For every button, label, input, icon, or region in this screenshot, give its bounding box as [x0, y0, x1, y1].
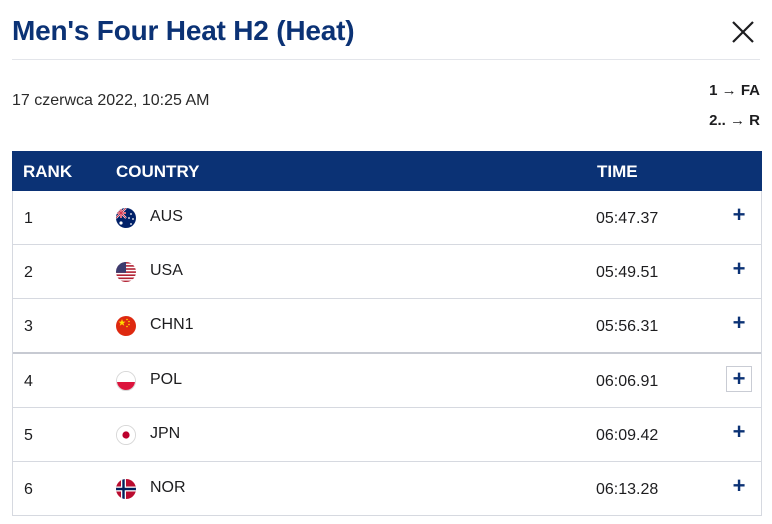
usa-flag-icon [116, 262, 136, 282]
expand-row-button[interactable]: + [726, 366, 752, 392]
table-row: 3 CHN1 05:56.31 + [13, 299, 761, 354]
rank-cell: 3 [24, 318, 33, 335]
rank-cell: 1 [24, 210, 33, 227]
china-flag-icon [116, 316, 136, 336]
progression-legend: 1 → FA 2.. → R [709, 76, 760, 136]
expand-row-button[interactable]: + [732, 202, 746, 227]
column-header-rank: RANK [23, 162, 73, 181]
rank-cell: 6 [24, 481, 33, 498]
table-row: 2 USA 05:49.51 + [13, 245, 761, 299]
rank-cell: 5 [24, 427, 33, 444]
close-button[interactable] [728, 17, 758, 47]
time-cell: 06:09.42 [596, 427, 659, 444]
australia-flag-icon [116, 208, 136, 228]
expand-row-button[interactable]: + [732, 256, 746, 281]
progression-rule: 1 → FA [709, 82, 760, 99]
poland-flag-icon [116, 371, 136, 391]
time-cell: 06:06.91 [596, 373, 659, 390]
country-cell: POL [150, 371, 183, 388]
table-row: 6 NOR 06:13.28 + [13, 462, 761, 516]
expand-row-button[interactable]: + [732, 419, 746, 444]
progression-rule: 2.. → R [709, 112, 760, 129]
rank-cell: 2 [24, 264, 33, 281]
japan-flag-icon [116, 425, 136, 445]
norway-flag-icon [116, 479, 136, 499]
rank-cell: 4 [24, 373, 33, 390]
modal-header: Men's Four Heat H2 (Heat) [12, 0, 760, 60]
time-cell: 06:13.28 [596, 481, 659, 498]
time-cell: 05:47.37 [596, 210, 659, 227]
table-row: 1 AUS 05:47.37 + [13, 191, 761, 245]
table-row: 4 POL 06:06.91 + [13, 354, 761, 408]
country-cell: CHN1 [150, 316, 194, 333]
table-row: 5 JPN 06:09.42 + [13, 408, 761, 462]
page-title: Men's Four Heat H2 (Heat) [12, 15, 355, 46]
time-cell: 05:49.51 [596, 264, 659, 281]
country-cell: AUS [150, 208, 183, 225]
country-cell: USA [150, 262, 183, 279]
column-header-country: COUNTRY [116, 162, 200, 181]
table-header: RANK COUNTRY TIME [12, 151, 762, 191]
country-cell: JPN [150, 425, 181, 442]
expand-row-button[interactable]: + [732, 310, 746, 335]
results-table: RANK COUNTRY TIME 1 [12, 151, 762, 516]
expand-row-button[interactable]: + [732, 473, 746, 498]
close-icon [732, 21, 754, 43]
country-cell: NOR [150, 479, 186, 496]
column-header-time: TIME [597, 162, 638, 181]
time-cell: 05:56.31 [596, 318, 659, 335]
race-datetime: 17 czerwca 2022, 10:25 AM [12, 92, 210, 109]
